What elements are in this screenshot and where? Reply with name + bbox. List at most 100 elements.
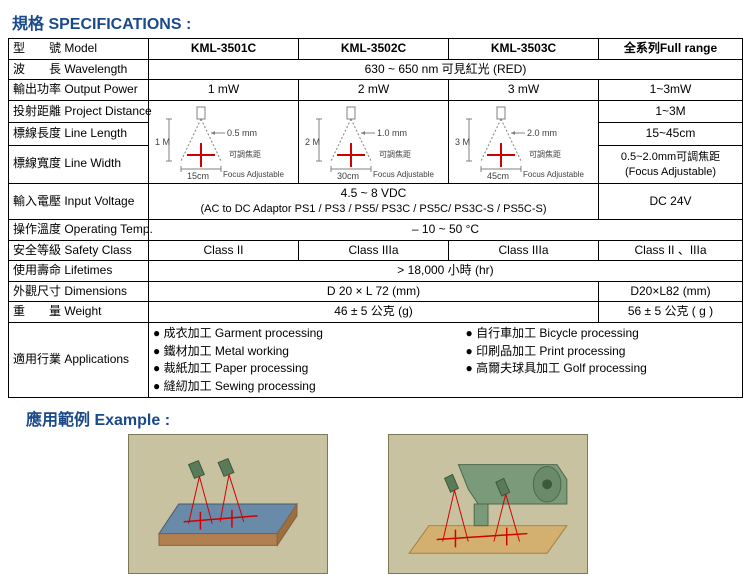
row-wavelength: 波 長 Wavelength 630 ~ 650 nm 可見紅光 (RED) [9, 59, 743, 80]
lifetimes-value: > 18,000 小時 (hr) [149, 261, 743, 282]
svg-text:0.5 mm: 0.5 mm [227, 128, 257, 138]
row-project-distance: 投射距離 Project Distance 1 M0.5 mm15cm可調焦距F… [9, 100, 743, 123]
line-width-full-a: 0.5~2.0mm可調焦距 [621, 151, 720, 163]
row-output-power: 輸出功率 Output Power 1 mW 2 mW 3 mW 1~3mW [9, 80, 743, 101]
header-model-label: 型 號 Model [9, 39, 149, 60]
input-voltage-label: 輸入電壓 Input Voltage [9, 183, 149, 219]
weight-label: 重 量 Weight [9, 302, 149, 323]
header-full: 全系列Full range [599, 39, 743, 60]
lifetimes-label: 使用壽命 Lifetimes [9, 261, 149, 282]
bullet-icon: ● [466, 344, 473, 358]
weight-main: 46 ± 5 公克 (g) [149, 302, 599, 323]
app-item: ● 縫紉加工 Sewing processing [153, 378, 426, 396]
row-applications: 適用行業 Applications ● 成衣加工 Garment process… [9, 322, 743, 397]
output-power-v3: 3 mW [449, 80, 599, 101]
svg-text:30cm: 30cm [337, 171, 359, 181]
header-m2: KML-3502C [299, 39, 449, 60]
svg-text:Focus Adjustable: Focus Adjustable [223, 170, 284, 179]
svg-text:45cm: 45cm [487, 171, 509, 181]
svg-text:Focus Adjustable: Focus Adjustable [523, 170, 584, 179]
dimensions-label: 外觀尺寸 Dimensions [9, 281, 149, 302]
app-item: ● 高爾夫球具加工 Golf processing [466, 360, 739, 378]
example-image-1 [128, 434, 328, 574]
app-b2: 印刷品加工 Print processing [476, 344, 625, 358]
diagram-2: 2 M 1.0 mm 30cm 可調焦距 Focus Adjustable [299, 100, 449, 183]
diagram-2-svg: 2 M 1.0 mm 30cm 可調焦距 Focus Adjustable [303, 103, 451, 181]
input-voltage-main: 4.5 ~ 8 VDC (AC to DC Adaptor PS1 / PS3 … [149, 183, 599, 219]
bullet-icon: ● [153, 344, 160, 358]
app-item: ● 鐵材加工 Metal working [153, 343, 426, 361]
diagram-1-svg: 1 M 0.5 mm 15cm 可調焦距 Focus Adjustable [153, 103, 301, 181]
output-power-v1: 1 mW [149, 80, 299, 101]
row-lifetimes: 使用壽命 Lifetimes > 18,000 小時 (hr) [9, 261, 743, 282]
project-distance-label: 投射距離 Project Distance [9, 100, 149, 123]
example-image-2 [388, 434, 588, 574]
row-dimensions: 外觀尺寸 Dimensions D 20 × L 72 (mm) D20×L82… [9, 281, 743, 302]
svg-text:2.0 mm: 2.0 mm [527, 128, 557, 138]
output-power-v2: 2 mW [299, 80, 449, 101]
weight-full: 56 ± 5 公克 ( g ) [599, 302, 743, 323]
row-safety: 安全等級 Safety Class Class II Class IIIa Cl… [9, 240, 743, 261]
app-a2: 鐵材加工 Metal working [164, 344, 289, 358]
svg-text:15cm: 15cm [187, 171, 209, 181]
dimensions-main: D 20 × L 72 (mm) [149, 281, 599, 302]
line-width-full-b: (Focus Adjustable) [625, 166, 716, 178]
safety-v1: Class II [149, 240, 299, 261]
bullet-icon: ● [153, 361, 160, 375]
op-temp-value: – 10 ~ 50 °C [149, 219, 743, 240]
app-item: ● 裁紙加工 Paper processing [153, 360, 426, 378]
header-m1: KML-3501C [149, 39, 299, 60]
app-a4: 縫紉加工 Sewing processing [164, 379, 316, 393]
svg-text:3 M: 3 M [455, 137, 470, 147]
app-b1: 自行車加工 Bicycle processing [476, 326, 639, 340]
svg-text:2 M: 2 M [305, 137, 320, 147]
applications-label: 適用行業 Applications [9, 322, 149, 397]
app-item: ● 自行車加工 Bicycle processing [466, 325, 739, 343]
app-a1: 成衣加工 Garment processing [164, 326, 323, 340]
app-a3: 裁紙加工 Paper processing [164, 361, 309, 375]
row-op-temp: 操作溫度 Operating Temp. – 10 ~ 50 °C [9, 219, 743, 240]
wavelength-label: 波 長 Wavelength [9, 59, 149, 80]
input-voltage-sub: (AC to DC Adaptor PS1 / PS3 / PS5/ PS3C … [200, 203, 546, 215]
project-distance-full: 1~3M [599, 100, 743, 123]
svg-text:1 M: 1 M [155, 137, 170, 147]
bullet-icon: ● [466, 361, 473, 375]
output-power-label: 輸出功率 Output Power [9, 80, 149, 101]
header-m3: KML-3503C [449, 39, 599, 60]
row-input-voltage: 輸入電壓 Input Voltage 4.5 ~ 8 VDC (AC to DC… [9, 183, 743, 219]
svg-text:可調焦距: 可調焦距 [379, 149, 411, 159]
svg-text:可調焦距: 可調焦距 [529, 149, 561, 159]
apps-col-left: ● 成衣加工 Garment processing ● 鐵材加工 Metal w… [153, 325, 426, 395]
input-voltage-value: 4.5 ~ 8 VDC [341, 186, 407, 200]
applications-cell: ● 成衣加工 Garment processing ● 鐵材加工 Metal w… [149, 322, 743, 397]
spec-table: 型 號 Model KML-3501C KML-3502C KML-3503C … [8, 38, 743, 398]
row-weight: 重 量 Weight 46 ± 5 公克 (g) 56 ± 5 公克 ( g ) [9, 302, 743, 323]
diagram-3-svg: 3 M 2.0 mm 45cm 可調焦距 Focus Adjustable [453, 103, 601, 181]
op-temp-label: 操作溫度 Operating Temp. [9, 219, 149, 240]
safety-v3: Class IIIa [449, 240, 599, 261]
apps-col-right: ● 自行車加工 Bicycle processing ● 印刷品加工 Print… [466, 325, 739, 395]
line-length-full: 15~45cm [599, 123, 743, 146]
line-width-label: 標線寬度 Line Width [9, 145, 149, 183]
svg-text:可調焦距: 可調焦距 [229, 149, 261, 159]
dimensions-full: D20×L82 (mm) [599, 281, 743, 302]
safety-v2: Class IIIa [299, 240, 449, 261]
spec-title: 規格 SPECIFICATIONS : [12, 10, 742, 34]
table-header-row: 型 號 Model KML-3501C KML-3502C KML-3503C … [9, 39, 743, 60]
app-item: ● 成衣加工 Garment processing [153, 325, 426, 343]
svg-text:Focus Adjustable: Focus Adjustable [373, 170, 434, 179]
line-length-label: 標線長度 Line Length [9, 123, 149, 146]
bullet-icon: ● [153, 326, 160, 340]
diagram-1: 1 M 0.5 mm 15cm 可調焦距 Focus Adjustable [149, 100, 299, 183]
bullet-icon: ● [466, 326, 473, 340]
safety-full: Class II 、IIIa [599, 240, 743, 261]
bullet-icon: ● [153, 379, 160, 393]
examples-row [8, 434, 742, 574]
diagram-3: 3 M 2.0 mm 45cm 可調焦距 Focus Adjustable [449, 100, 599, 183]
app-b3: 高爾夫球具加工 Golf processing [476, 361, 647, 375]
output-power-full: 1~3mW [599, 80, 743, 101]
app-item: ● 印刷品加工 Print processing [466, 343, 739, 361]
example-title: 應用範例 Example : [26, 406, 742, 430]
wavelength-value: 630 ~ 650 nm 可見紅光 (RED) [149, 59, 743, 80]
svg-text:1.0 mm: 1.0 mm [377, 128, 407, 138]
